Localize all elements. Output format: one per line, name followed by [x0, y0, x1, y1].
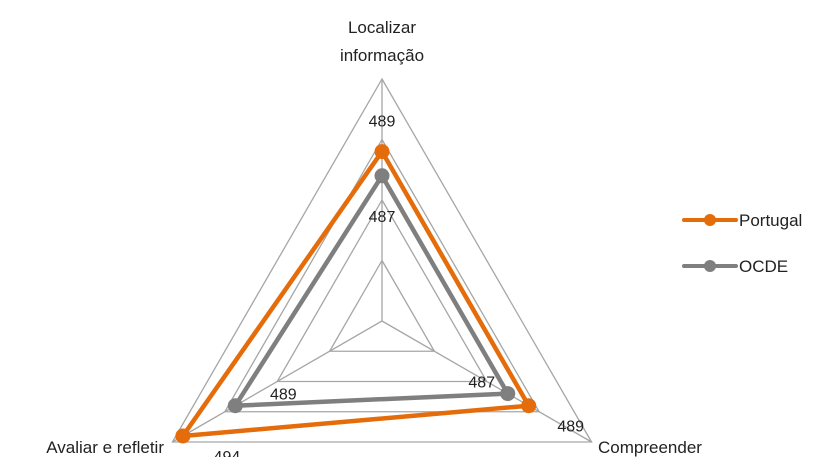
legend-label-ocde: OCDE [739, 257, 788, 276]
series-layer [175, 144, 537, 444]
data-point-ocde [374, 168, 390, 184]
legend-label-portugal: Portugal [739, 211, 802, 230]
data-labels: 489 487 487 489 489 494 [214, 114, 585, 457]
data-label: 489 [557, 419, 584, 436]
radar-grid [171, 77, 593, 443]
axis-spoke [381, 320, 592, 443]
data-point-portugal [374, 144, 390, 160]
axis-label-localizar-line1: Localizar [348, 18, 416, 37]
axis-spoke [172, 320, 383, 443]
axis-label-localizar-line2: informação [340, 46, 424, 65]
legend-item-ocde: OCDE [682, 257, 788, 276]
axis-label-compreender: Compreender [598, 438, 702, 457]
grid-ring [328, 259, 436, 352]
data-label: 489 [270, 387, 297, 404]
grid-ring [171, 77, 593, 443]
series-line-portugal [180, 149, 531, 439]
data-point-portugal [175, 428, 191, 444]
data-label: 487 [369, 209, 396, 226]
series-line-ocde [233, 173, 510, 408]
legend-marker-portugal [704, 214, 716, 226]
data-point-ocde [500, 386, 516, 402]
data-label: 487 [468, 375, 495, 392]
grid-ring [276, 198, 488, 383]
grid-ring [223, 138, 541, 413]
data-label: 489 [369, 114, 396, 131]
legend-marker-ocde [704, 260, 716, 272]
legend-item-portugal: Portugal [682, 211, 802, 230]
data-point-portugal [521, 398, 537, 414]
axis-label-avaliar: Avaliar e refletir [46, 438, 164, 457]
legend: Portugal OCDE [682, 211, 802, 276]
data-point-ocde [227, 398, 243, 414]
data-label: 494 [214, 449, 241, 457]
